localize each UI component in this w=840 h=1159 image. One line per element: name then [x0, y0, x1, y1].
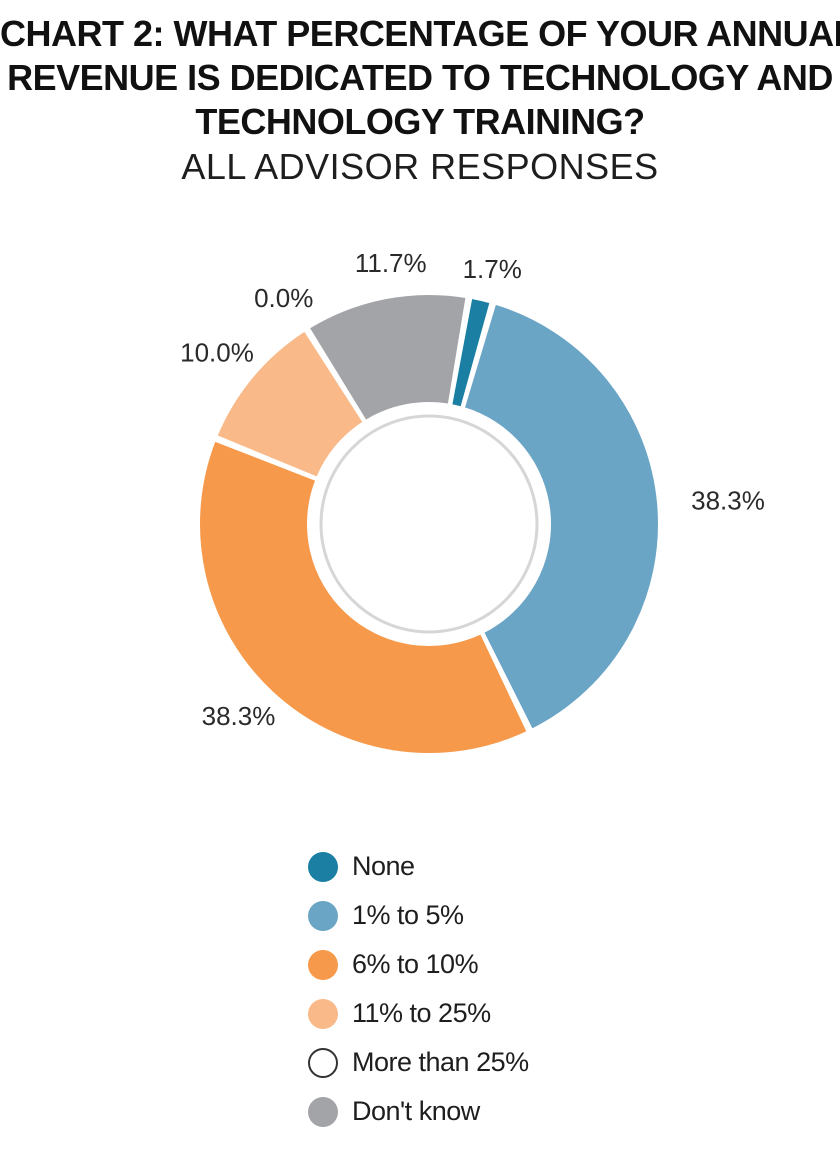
legend-item: 1% to 5% — [308, 891, 529, 940]
legend-item: 6% to 10% — [308, 940, 529, 989]
data-label-11-to-25: 10.0% — [180, 338, 254, 368]
legend-swatch-icon — [308, 900, 338, 931]
chart-subtitle: ALL ADVISOR RESPONSES — [181, 146, 659, 187]
data-label-1-to-5: 38.3% — [691, 486, 765, 516]
chart-title-line-3: TECHNOLOGY TRAINING? — [195, 101, 645, 142]
legend-swatch-icon — [308, 949, 338, 980]
legend-label: More than 25% — [352, 1047, 529, 1077]
chart-header: CHART 2: WHAT PERCENTAGE OF YOUR ANNUAL … — [0, 0, 840, 190]
donut-slice-6-to-10 — [198, 439, 529, 755]
legend-swatch-icon — [308, 851, 338, 882]
legend-label: Don't know — [352, 1096, 480, 1126]
legend-swatch-icon — [308, 1047, 338, 1078]
chart-title-line-2: REVENUE IS DEDICATED TO TECHNOLOGY AND — [7, 57, 833, 98]
donut-data-labels: 1.7% 38.3% 38.3% 10.0%0.0% 11.7% — [180, 248, 765, 731]
donut-slice-don-t-know — [307, 293, 468, 423]
legend-label: 11% to 25% — [352, 998, 491, 1028]
data-label-none: 1.7% — [463, 254, 522, 284]
data-label-more-than-25: 0.0% — [254, 283, 313, 313]
legend-item: More than 25% — [308, 1038, 529, 1087]
chart-title-line-1: CHART 2: WHAT PERCENTAGE OF YOUR ANNUAL — [0, 13, 840, 54]
legend-swatch-icon — [308, 998, 338, 1029]
data-label-don-t-know: 11.7% — [355, 248, 427, 278]
legend-item: 11% to 25% — [308, 989, 529, 1038]
legend-label: 1% to 5% — [352, 900, 464, 930]
donut-slices — [198, 293, 660, 755]
legend-item: None — [308, 842, 529, 891]
donut-slice-1-to-5 — [462, 302, 660, 731]
donut-inner-ring — [319, 414, 539, 634]
legend-label: None — [352, 851, 415, 881]
donut-slice-11-to-25 — [215, 329, 365, 480]
legend-item: Don't know — [308, 1087, 529, 1136]
donut-slice-none — [450, 296, 492, 409]
legend-swatch-icon — [308, 1096, 338, 1127]
legend-label: 6% to 10% — [352, 949, 479, 979]
data-label-6-to-10: 38.3% — [202, 701, 276, 731]
chart-legend: None 1% to 5% 6% to 10% 11% to 25% More than… — [308, 842, 529, 1136]
